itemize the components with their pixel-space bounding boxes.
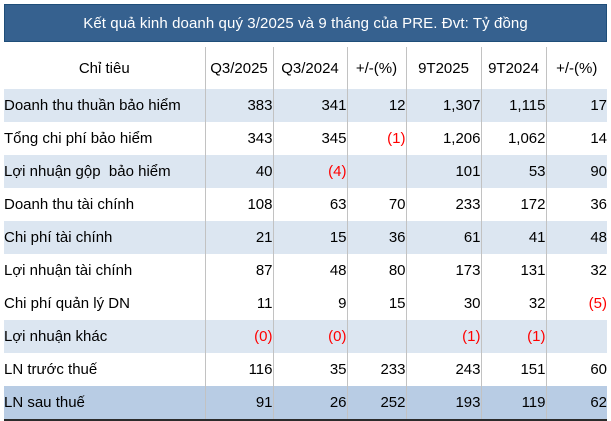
value-cell: 26 — [273, 386, 348, 421]
table-row: Tổng chi phí bảo hiểm 343 345 (1) 1,206 1,062… — [4, 122, 607, 155]
value-cell: 11 — [205, 287, 274, 320]
value-cell: 53 — [481, 155, 547, 188]
value-cell: 345 — [273, 122, 348, 155]
value-cell: 173 — [406, 254, 482, 287]
row-label: Lợi nhuận gộp bảo hiểm — [4, 155, 206, 188]
value-cell: 36 — [590, 196, 607, 213]
column-header: 9T2025 — [406, 47, 482, 89]
value-cell: 48 — [590, 229, 607, 246]
table-head: Chỉ tiêu Q3/2025 Q3/2024 +/-(%) 9T2025 9T2024… — [4, 47, 607, 89]
value-cell: 32 — [590, 262, 607, 279]
value-cell: 193 — [406, 386, 482, 421]
row-label: LN trước thuế — [4, 353, 206, 386]
column-header-chi-tieu: Chỉ tiêu — [4, 47, 206, 89]
row-label: Doanh thu tài chính — [4, 188, 206, 221]
value-cell: 1,206 — [406, 122, 482, 155]
value-cell: 1,115 — [481, 89, 547, 122]
value-cell: 9 — [273, 287, 348, 320]
value-cell: (1) — [406, 320, 482, 353]
table-row: Chi phí tài chính 21 15 36 61 41 48 — [4, 221, 607, 254]
table-row: Lợi nhuận khác (0) (0) (1) (1) — [4, 320, 607, 353]
header-row: Chỉ tiêu Q3/2025 Q3/2024 +/-(%) 9T2025 9T2024… — [4, 47, 607, 89]
value-cell: 119 — [481, 386, 547, 421]
value-cell: 35 — [273, 353, 348, 386]
value-cell: 30 — [406, 287, 482, 320]
table-row: Lợi nhuận gộp bảo hiểm 40 (4) 101 53 90 — [4, 155, 607, 188]
value-cell: 151 — [481, 353, 547, 386]
table-row: Lợi nhuận tài chính 87 48 80 173 131 32 — [4, 254, 607, 287]
value-cell: 87 — [205, 254, 274, 287]
table-row: Chi phí quản lý DN 11 9 15 30 32 (5) — [4, 287, 607, 320]
value-cell: 12 — [347, 89, 407, 122]
value-cell: 172 — [481, 188, 547, 221]
row-label: Lợi nhuận khác — [4, 320, 206, 353]
table-body: Doanh thu thuần bảo hiểm 383 341 12 1,307 1,1… — [4, 89, 607, 421]
value-cell: 80 — [347, 254, 407, 287]
value-cell: 15 — [347, 287, 407, 320]
value-cell: (4) — [273, 155, 348, 188]
value-cell: 243 — [406, 353, 482, 386]
value-cell: 343 — [205, 122, 274, 155]
value-cell: 40 — [205, 155, 274, 188]
row-label: Chi phí tài chính — [4, 221, 206, 254]
value-cell: 14 — [590, 130, 607, 147]
value-cell: 116 — [205, 353, 274, 386]
value-cell: 61 — [406, 221, 482, 254]
row-label: Tổng chi phí bảo hiểm — [4, 122, 206, 155]
value-cell — [347, 320, 407, 353]
value-cell: (1) — [347, 122, 407, 155]
value-cell: 90 — [590, 163, 607, 180]
value-cell: 101 — [406, 155, 482, 188]
column-header: Q3/2025 — [205, 47, 274, 89]
value-cell: (0) — [273, 320, 348, 353]
table-row: Doanh thu thuần bảo hiểm 383 341 12 1,307 1,1… — [4, 89, 607, 122]
value-cell: 15 — [273, 221, 348, 254]
value-cell: 48 — [273, 254, 348, 287]
column-header: 9T2024 — [481, 47, 547, 89]
value-cell — [546, 320, 607, 353]
value-cell: (5) — [588, 295, 607, 312]
value-cell: 21 — [205, 221, 274, 254]
value-cell: 383 — [205, 89, 274, 122]
value-cell: 32 — [481, 287, 547, 320]
value-cell: 63 — [273, 188, 348, 221]
row-label: Doanh thu thuần bảo hiểm — [4, 89, 206, 122]
table-row: LN sau thuế 91 26 252 193 119 62 — [4, 386, 607, 421]
value-cell: 70 — [347, 188, 407, 221]
row-label: Chi phí quản lý DN — [4, 287, 206, 320]
column-header: +/-(%) — [347, 47, 407, 89]
value-cell: 41 — [481, 221, 547, 254]
value-cell: 233 — [347, 353, 407, 386]
value-cell: 91 — [205, 386, 274, 421]
value-cell — [347, 155, 407, 188]
table-row: Doanh thu tài chính 108 63 70 233 172 36 — [4, 188, 607, 221]
value-cell: 1,307 — [406, 89, 482, 122]
value-cell: 60 — [590, 361, 607, 378]
value-cell: (0) — [205, 320, 274, 353]
value-cell: 233 — [406, 188, 482, 221]
value-cell: 108 — [205, 188, 274, 221]
value-cell: 252 — [347, 386, 407, 421]
column-header: +/-(%) — [556, 59, 598, 77]
row-label: LN sau thuế — [4, 386, 206, 421]
value-cell: (1) — [481, 320, 547, 353]
value-cell: 62 — [546, 386, 607, 421]
column-header: Q3/2024 — [273, 47, 348, 89]
value-cell: 17 — [590, 97, 607, 114]
financial-results-table: Chỉ tiêu Q3/2025 Q3/2024 +/-(%) 9T2025 9T2024… — [4, 47, 607, 421]
value-cell: 341 — [273, 89, 348, 122]
value-cell: 131 — [481, 254, 547, 287]
row-label: Lợi nhuận tài chính — [4, 254, 206, 287]
value-cell: 1,062 — [481, 122, 547, 155]
value-cell: 36 — [347, 221, 407, 254]
table-title: Kết quả kinh doanh quý 3/2025 và 9 tháng… — [4, 4, 607, 42]
table-row: LN trước thuế 116 35 233 243 151 60 — [4, 353, 607, 386]
